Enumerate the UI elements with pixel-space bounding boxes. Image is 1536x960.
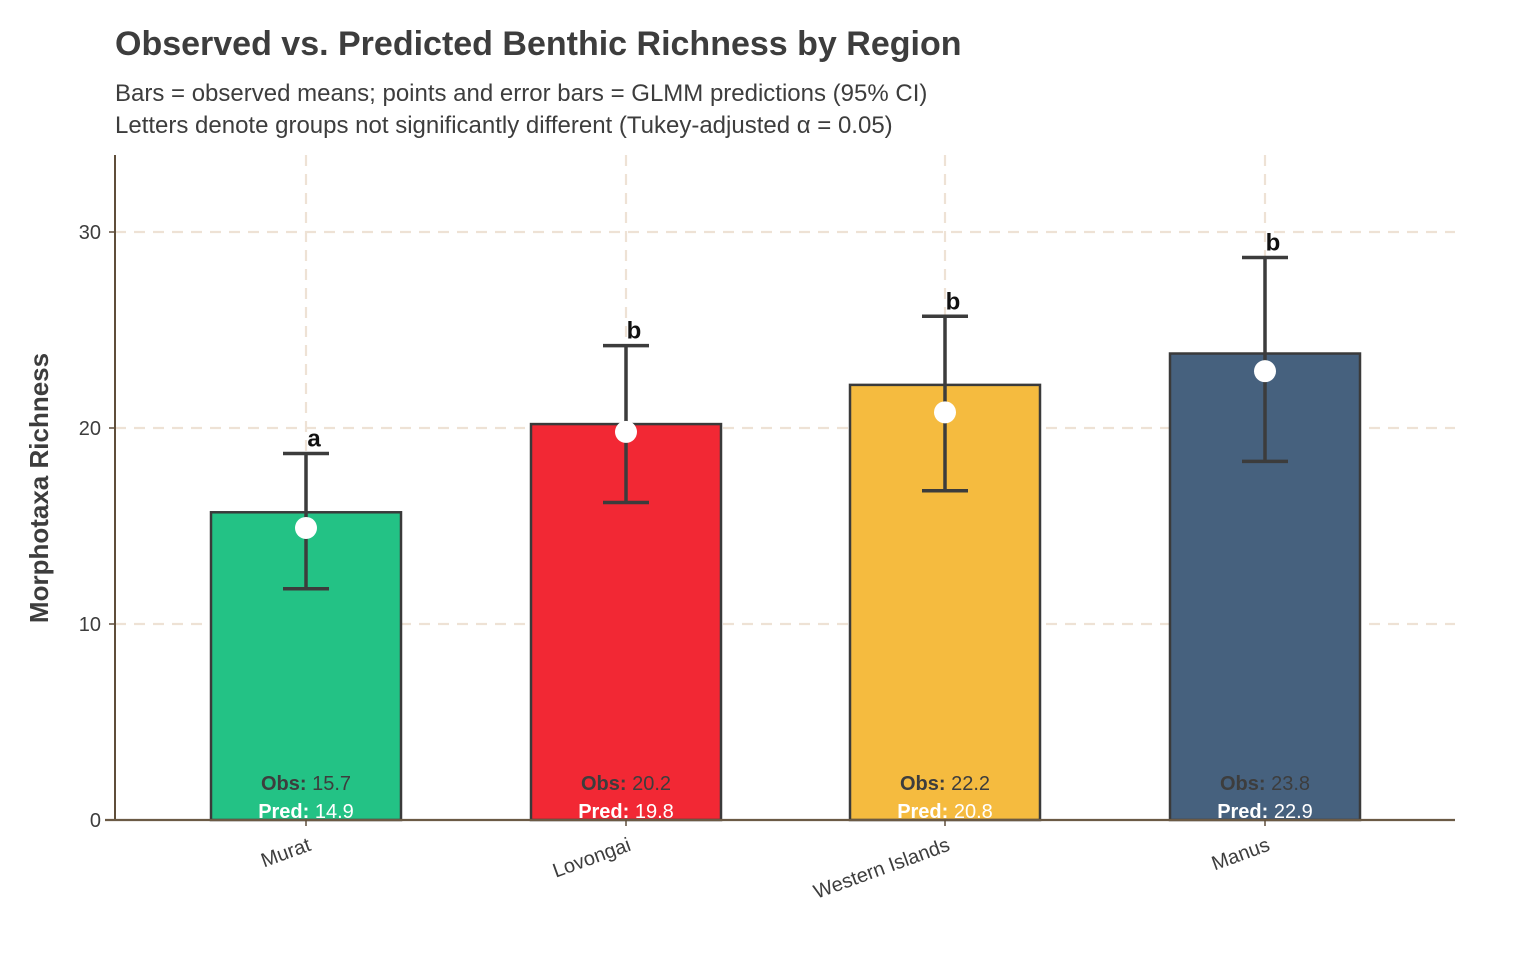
y-tick-label: 20 (79, 418, 101, 440)
value-labels: a b b b Obs: 15.7 Pred: 14.9 Obs: 20.2 Pred: 19… (258, 229, 1313, 823)
y-tick-label: 0 (90, 810, 101, 832)
observed-value-label: Obs: 20.2 (581, 773, 671, 795)
bars (209, 352, 1362, 822)
prediction-point (615, 420, 637, 443)
significance-letter: b (1266, 229, 1281, 256)
predicted-value-label: Pred: 14.9 (258, 801, 354, 823)
chart-subtitle-line-2: Letters denote groups not significantly … (115, 112, 893, 139)
predicted-value-label: Pred: 19.8 (578, 801, 674, 823)
prediction-point (934, 401, 956, 424)
observed-value-label: Obs: 22.2 (900, 773, 990, 795)
observed-value-label: Obs: 15.7 (261, 773, 351, 795)
y-axis-label: Morphotaxa Richness (24, 353, 54, 623)
predicted-value-label: Pred: 22.9 (1217, 801, 1313, 823)
y-tick-label: 10 (79, 614, 101, 636)
predicted-value-label: Pred: 20.8 (897, 801, 993, 823)
chart-subtitle-line-1: Bars = observed means; points and error … (115, 80, 927, 107)
x-category-label: Western Islands (811, 834, 953, 904)
x-category-label: Murat (258, 834, 314, 872)
x-category-label: Lovongai (550, 834, 634, 882)
prediction-point (1254, 360, 1276, 383)
prediction-points (295, 360, 1276, 539)
axes: 0 10 20 30 Murat Lovongai Western Islands Manus (79, 155, 1455, 904)
chart-title: Observed vs. Predicted Benthic Richness … (115, 25, 961, 63)
significance-letter: a (307, 425, 321, 452)
y-tick-label: 30 (79, 222, 101, 244)
x-category-label: Manus (1209, 834, 1273, 875)
prediction-point (295, 516, 317, 539)
observed-value-label: Obs: 23.8 (1220, 773, 1310, 795)
significance-letter: b (946, 288, 961, 315)
error-bars (283, 255, 1288, 591)
significance-letter: b (627, 318, 642, 345)
